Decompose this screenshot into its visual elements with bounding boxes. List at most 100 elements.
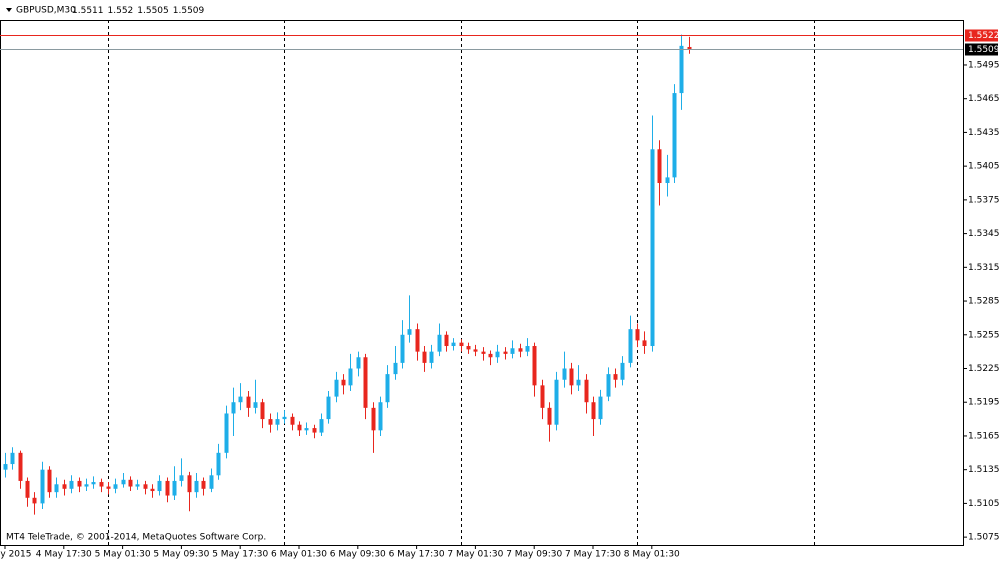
candle-body xyxy=(62,484,67,489)
candle-body xyxy=(18,452,23,481)
candle-body xyxy=(657,149,662,184)
ask-label-box xyxy=(965,29,998,42)
ohlc-header: 1.5511 1.552 1.5505 1.5509 xyxy=(72,6,205,16)
x-tick-label: 6 May 01:30 xyxy=(271,550,327,560)
candle-body xyxy=(91,482,96,485)
candle-body xyxy=(341,379,346,386)
candle-body xyxy=(194,480,199,493)
y-tick-label: 1.5225 xyxy=(968,364,1000,374)
candle-body xyxy=(628,329,633,363)
candle-body xyxy=(569,368,574,386)
candle-body xyxy=(518,348,523,352)
candle-body xyxy=(312,428,317,433)
candle-body xyxy=(40,469,45,504)
candle-body xyxy=(47,469,52,493)
x-tick-label: 6 May 09:30 xyxy=(330,550,386,560)
x-tick-label: 7 May 17:30 xyxy=(565,550,621,560)
candle-body xyxy=(3,464,8,470)
candle-body xyxy=(591,402,596,420)
candle-body xyxy=(297,424,302,431)
candle-body xyxy=(32,497,37,504)
candle-body xyxy=(209,475,214,489)
candle-body xyxy=(665,177,670,184)
x-tick-label: 7 May 01:30 xyxy=(447,550,503,560)
y-tick-label: 1.5075 xyxy=(968,533,1000,543)
candle-body xyxy=(201,480,206,489)
candle-body xyxy=(113,484,118,489)
candle-body xyxy=(495,351,500,358)
candle-body xyxy=(378,402,383,431)
y-tick-label: 1.5105 xyxy=(968,499,1000,509)
candle-body xyxy=(459,342,464,347)
ohlc-open: 1.5511 xyxy=(72,6,104,16)
ohlc-low: 1.5505 xyxy=(137,6,169,16)
candle-body xyxy=(429,351,434,363)
candle-body xyxy=(334,379,339,397)
candle-body xyxy=(165,480,170,496)
candle-body xyxy=(246,396,251,408)
candle-body xyxy=(216,452,221,476)
candle-body xyxy=(356,357,361,369)
ask-label: 1.5522 xyxy=(968,31,1000,41)
menu-arrow[interactable] xyxy=(6,8,12,12)
candle-body xyxy=(84,484,89,487)
y-tick-label: 1.5285 xyxy=(968,297,1000,307)
candle-body xyxy=(172,480,177,496)
candle-body xyxy=(635,329,640,341)
candle-body xyxy=(451,342,456,347)
candle-body xyxy=(319,419,324,433)
candle-body xyxy=(620,362,625,380)
candle-body xyxy=(584,379,589,403)
x-tick-label: 4 May 2015 xyxy=(0,550,31,560)
candle-body xyxy=(606,374,611,397)
x-tick-label: 4 May 17:30 xyxy=(36,550,92,560)
bid-label: 1.5509 xyxy=(968,45,1000,55)
candle-body xyxy=(253,402,258,408)
candle-body xyxy=(385,374,390,403)
x-tick-label: 7 May 09:30 xyxy=(506,550,562,560)
y-tick-label: 1.5435 xyxy=(968,128,1000,138)
candle-body xyxy=(562,368,567,380)
candle-body xyxy=(143,484,148,489)
x-tick-label: 5 May 17:30 xyxy=(212,550,268,560)
candle-body xyxy=(503,351,508,354)
candle-body xyxy=(275,419,280,425)
candle-body xyxy=(510,348,515,354)
candle-body xyxy=(260,402,265,420)
y-tick-label: 1.5495 xyxy=(968,60,1000,70)
candle-body xyxy=(363,357,368,408)
y-tick-label: 1.5195 xyxy=(968,398,1000,408)
candle-body xyxy=(54,484,59,493)
candle-body xyxy=(224,413,229,453)
candle-body xyxy=(554,379,559,425)
candle-body xyxy=(672,93,677,178)
candle-body xyxy=(231,402,236,414)
candle-body xyxy=(106,486,111,489)
candle-body xyxy=(150,488,155,492)
bid-label-box xyxy=(965,43,998,56)
candle-body xyxy=(99,482,104,487)
candle-body xyxy=(444,334,449,347)
candle-body xyxy=(422,351,427,363)
candle-body xyxy=(547,407,552,425)
candle-body xyxy=(415,329,420,352)
y-tick-label: 1.5375 xyxy=(968,195,1000,205)
y-tick-label: 1.5255 xyxy=(968,330,1000,340)
candle-body xyxy=(466,346,471,350)
y-tick-label: 1.5405 xyxy=(968,162,1000,172)
candle-body xyxy=(488,353,493,358)
candle-body xyxy=(400,334,405,363)
candle-body xyxy=(393,362,398,375)
candle-body xyxy=(407,329,412,335)
symbol: GBPUSD,M30 xyxy=(16,6,76,16)
candle-body xyxy=(525,346,530,352)
candle-body xyxy=(10,452,15,465)
candle-body xyxy=(282,416,287,420)
ohlc-close: 1.5509 xyxy=(173,6,205,16)
candle-body xyxy=(679,45,684,94)
candle-body xyxy=(187,475,192,493)
candle-body xyxy=(290,416,295,425)
candle-body xyxy=(687,46,692,50)
y-tick-label: 1.5315 xyxy=(968,263,1000,273)
